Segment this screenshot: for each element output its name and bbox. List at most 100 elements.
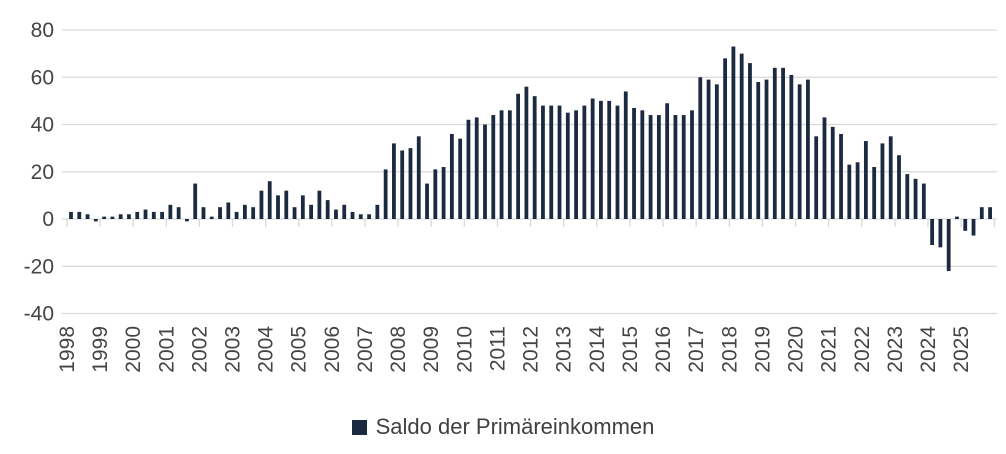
bar — [574, 110, 578, 219]
bar — [723, 58, 728, 219]
bar — [185, 219, 189, 222]
bar — [118, 214, 123, 219]
bar — [441, 167, 446, 219]
bar — [648, 115, 653, 219]
bar — [988, 207, 992, 219]
bar — [623, 91, 628, 219]
bar — [176, 207, 181, 219]
bar — [532, 96, 537, 219]
x-tick-label: 2001 — [155, 326, 178, 373]
bar — [772, 67, 777, 219]
bar — [955, 216, 959, 219]
bar — [160, 211, 164, 219]
bar — [681, 115, 686, 219]
bar — [317, 190, 322, 219]
bar — [615, 105, 620, 219]
x-tick-label: 2004 — [255, 326, 278, 373]
x-tick-label: 2002 — [188, 326, 211, 373]
bar — [85, 214, 90, 219]
x-tick-label: 2013 — [553, 326, 576, 373]
y-tick-label: -20 — [24, 255, 54, 278]
x-tick-label: 2014 — [586, 326, 609, 373]
bar — [193, 183, 198, 219]
bar — [267, 181, 272, 219]
bar — [963, 219, 968, 231]
bar — [897, 155, 901, 219]
y-tick-label: 60 — [31, 66, 54, 89]
bar — [416, 136, 421, 219]
x-tick-label: 2019 — [751, 326, 774, 373]
bar — [342, 204, 347, 219]
bar — [698, 77, 703, 219]
bar — [392, 143, 396, 219]
x-tick-label: 2024 — [917, 326, 940, 373]
bar — [913, 178, 918, 219]
bar — [847, 164, 852, 219]
bar — [607, 100, 612, 219]
bar — [714, 84, 719, 219]
bar — [201, 207, 206, 219]
bar — [102, 216, 107, 219]
bar — [789, 74, 794, 219]
bar — [350, 211, 355, 219]
bar — [880, 143, 885, 219]
legend: Saldo der Primäreinkommen — [0, 411, 1006, 443]
x-tick-label: 2015 — [619, 326, 642, 373]
bar — [334, 209, 338, 219]
bar — [127, 214, 131, 219]
bar — [888, 136, 893, 219]
bar — [764, 79, 769, 219]
bar — [549, 105, 554, 219]
bar — [276, 195, 280, 220]
x-tick-label: 2018 — [718, 326, 741, 373]
bar — [756, 81, 761, 219]
bar — [507, 110, 512, 219]
y-tick-label: 40 — [31, 114, 54, 137]
bar — [151, 211, 156, 219]
bar — [234, 211, 239, 219]
bar — [839, 133, 843, 219]
bar — [458, 138, 463, 219]
y-tick-label: 0 — [42, 208, 54, 231]
bar — [673, 115, 678, 219]
bar — [971, 219, 976, 236]
bar — [979, 207, 984, 219]
bar — [665, 103, 670, 219]
bar — [656, 115, 661, 219]
x-tick-label: 2003 — [222, 326, 245, 373]
bar — [632, 107, 636, 219]
bar — [872, 167, 877, 219]
bar — [855, 162, 860, 219]
bar — [135, 211, 140, 219]
x-tick-label: 1999 — [89, 326, 112, 373]
bar — [77, 211, 82, 219]
bar — [516, 93, 521, 219]
bar — [930, 219, 935, 245]
legend-label: Saldo der Primäreinkommen — [375, 414, 655, 439]
bar — [259, 190, 264, 219]
bar — [358, 214, 363, 219]
bar — [218, 207, 222, 219]
bar — [640, 110, 645, 219]
bar — [168, 204, 173, 219]
bar — [69, 211, 73, 219]
legend-marker-square — [351, 419, 367, 435]
bar — [541, 105, 545, 219]
bar — [599, 100, 603, 219]
bar — [110, 216, 115, 219]
x-tick-label: 2007 — [354, 326, 377, 373]
bar — [690, 110, 694, 219]
bar — [491, 115, 496, 219]
bar — [822, 117, 827, 219]
bar — [292, 207, 297, 219]
bar — [938, 219, 943, 248]
x-tick-label: 2010 — [453, 326, 476, 373]
bar — [565, 112, 570, 219]
y-tick-label: -40 — [24, 303, 54, 326]
bar — [590, 98, 595, 219]
bar — [946, 219, 951, 271]
x-tick-label: 2006 — [321, 326, 344, 373]
bar — [739, 53, 744, 220]
x-tick-label: 2012 — [520, 326, 543, 373]
